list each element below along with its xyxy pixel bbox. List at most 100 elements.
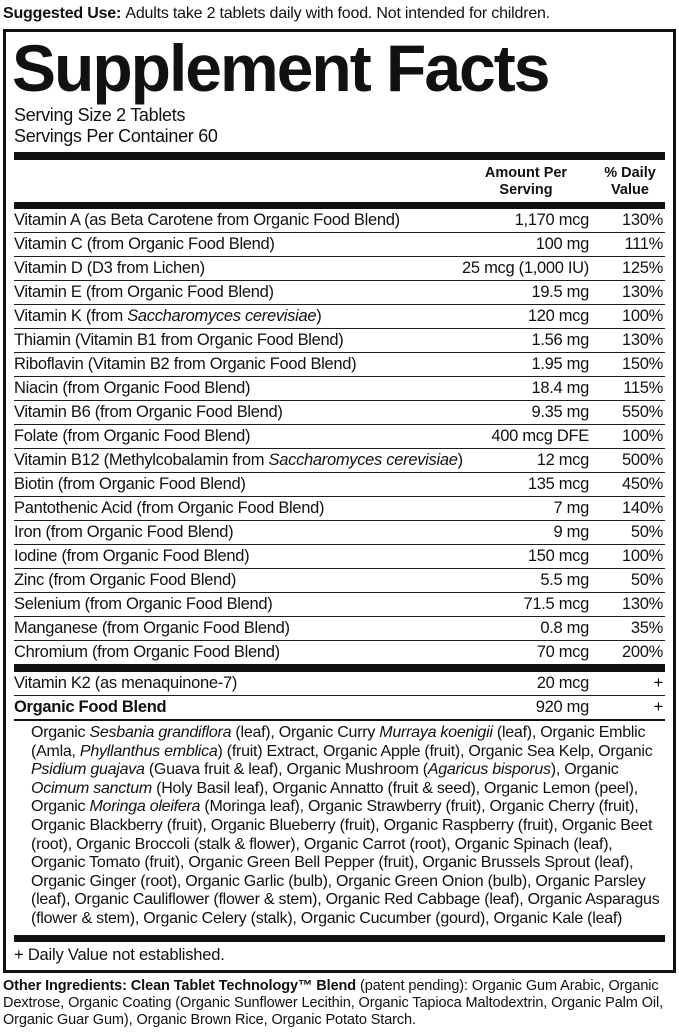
daily-value-footnote: + Daily Value not established. (14, 945, 225, 964)
panel-title: Supplement Facts (12, 31, 550, 105)
text-segment: Vitamin E (from Organic Food Blend) (14, 283, 274, 301)
nutrient-name: Folate (from Organic Food Blend) (14, 426, 665, 447)
nutrient-amount: 71.5 mcg (523, 595, 590, 613)
servings-per-container: Servings Per Container 60 (14, 126, 218, 146)
nutrient-amount: 70 mcg (536, 643, 590, 661)
text-segment: (Moringa leaf), Organic Strawberry (frui… (31, 798, 660, 927)
text-segment: (leaf), Organic Emblic (Amla, (31, 724, 646, 760)
nutrient-name: Organic Food Blend (14, 697, 665, 718)
nutrient-row: Niacin (from Organic Food Blend) 18.4 mg 1… (14, 376, 665, 400)
text-segment: Saccharomyces cerevisiae (268, 451, 458, 469)
text-segment: Psidium guajava (31, 761, 145, 779)
serving-size: Serving Size 2 Tablets (14, 105, 186, 125)
text-segment: Suggested Use: (3, 5, 126, 22)
nutrient-name: Chromium (from Organic Food Blend) (14, 642, 665, 663)
nutrient-row: Iron (from Organic Food Blend) 9 mg 50% (14, 520, 665, 544)
text-segment: ), Organic (550, 761, 619, 779)
nutrient-amount: 1.56 mg (531, 331, 589, 349)
nutrient-amount: 100 mg (535, 235, 590, 253)
text-segment: Saccharomyces cerevisiae (127, 307, 317, 325)
blend-ingredient-list: Organic Sesbania grandiflora (leaf), Org… (14, 719, 665, 935)
nutrient-row: Vitamin B12 (Methylcobalamin from Saccha… (14, 448, 665, 472)
text-segment: Phyllanthus emblica (79, 742, 218, 760)
nutrient-row: Thiamin (Vitamin B1 from Organic Food Bl… (14, 328, 665, 352)
nutrient-daily-value: 111% (624, 235, 663, 253)
nutrient-name: Pantothenic Acid (from Organic Food Blen… (14, 498, 665, 519)
nutrient-row: Vitamin K (from Saccharomyces cerevisiae… (14, 304, 665, 328)
nutrient-amount: 25 mcg (1,000 IU) (462, 259, 589, 277)
table-header-row: Amount Per Serving % Daily Value (14, 160, 665, 202)
nutrient-name: Vitamin D (D3 from Lichen) (14, 258, 665, 279)
text-segment: Niacin (from Organic Food Blend) (14, 379, 251, 397)
nutrient-amount: 20 mcg (536, 674, 590, 692)
nutrient-row: Folate (from Organic Food Blend) 400 mcg … (14, 424, 665, 448)
text-segment: Zinc (from Organic Food Blend) (14, 571, 237, 589)
text-segment: Organic Food Blend (14, 698, 167, 716)
text-segment: Moringa oleifera (89, 798, 201, 816)
nutrient-name: Vitamin E (from Organic Food Blend) (14, 282, 665, 303)
nutrient-daily-value: 125% (621, 259, 663, 277)
nutrient-row: Selenium (from Organic Food Blend) 71.5 m… (14, 592, 665, 616)
divider-bar (14, 152, 665, 160)
text-segment: Vitamin A (as Beta Carotene from Organic… (14, 211, 400, 229)
text-segment: Adults take 2 tablets daily with food. N… (125, 5, 550, 22)
nutrient-amount: 9 mg (553, 523, 590, 541)
other-ingredients-text: Other Ingredients: Clean Tablet Technolo… (0, 973, 679, 1033)
nutrient-amount: 150 mcg (527, 547, 589, 565)
nutrient-row: Vitamin B6 (from Organic Food Blend) 9.35… (14, 400, 665, 424)
text-segment: ) (316, 307, 322, 325)
nutrient-amount: 12 mcg (536, 451, 590, 469)
text-segment: Riboflavin (Vitamin B2 from Organic Food… (14, 355, 357, 373)
nutrient-amount: 0.8 mg (540, 619, 589, 637)
nutrient-row: Zinc (from Organic Food Blend) 5.5 mg 50% (14, 568, 665, 592)
text-segment: Other Ingredients: Clean Tablet Technolo… (3, 977, 357, 994)
text-segment: Vitamin K2 (as menaquinone-7) (14, 674, 238, 692)
nutrient-daily-value: 50% (630, 571, 663, 589)
nutrient-name: Zinc (from Organic Food Blend) (14, 570, 665, 591)
nutrient-amount: 18.4 mg (531, 379, 589, 397)
nutrient-daily-value: + (653, 674, 664, 692)
text-segment: (Holy Basil leaf), Organic Annatto (frui… (31, 779, 638, 816)
nutrient-row: Pantothenic Acid (from Organic Food Blen… (14, 496, 665, 520)
nutrient-row: Vitamin C (from Organic Food Blend) 100 m… (14, 232, 665, 256)
nutrient-daily-value: 100% (621, 427, 663, 445)
divider-bar (14, 934, 665, 942)
nutrient-daily-value: 130% (621, 331, 663, 349)
text-segment: Manganese (from Organic Food Blend) (14, 619, 290, 637)
nutrient-name: Niacin (from Organic Food Blend) (14, 378, 665, 399)
nutrient-daily-value: + (653, 698, 664, 716)
nutrient-amount: 920 mg (535, 698, 590, 716)
no-dv-nutrient-rows: Vitamin K2 (as menaquinone-7) 20 mcg + Orga… (14, 672, 665, 719)
column-header-daily-value: % Daily Value (604, 165, 656, 198)
nutrient-daily-value: 130% (621, 211, 663, 229)
text-segment: Vitamin B6 (from Organic Food Blend) (14, 403, 283, 421)
nutrient-daily-value: 130% (621, 283, 663, 301)
text-segment: Iron (from Organic Food Blend) (14, 523, 234, 541)
text-segment: Biotin (from Organic Food Blend) (14, 475, 246, 493)
nutrient-name: Vitamin B12 (Methylcobalamin from Saccha… (14, 450, 665, 471)
nutrient-row: Vitamin K2 (as menaquinone-7) 20 mcg + (14, 672, 665, 695)
nutrient-row: Vitamin A (as Beta Carotene from Organic… (14, 209, 665, 232)
text-segment: Vitamin K (from (14, 307, 128, 325)
nutrient-name: Riboflavin (Vitamin B2 from Organic Food… (14, 354, 665, 375)
nutrient-name: Iodine (from Organic Food Blend) (14, 546, 665, 567)
nutrient-name: Vitamin K (from Saccharomyces cerevisiae… (14, 306, 665, 327)
nutrient-daily-value: 50% (630, 523, 663, 541)
nutrient-daily-value: 500% (621, 451, 663, 469)
nutrient-row: Iodine (from Organic Food Blend) 150 mcg 1… (14, 544, 665, 568)
nutrient-row: Vitamin D (D3 from Lichen) 25 mcg (1,000 … (14, 256, 665, 280)
text-segment: ) (fruit) Extract, Organic Apple (fruit)… (217, 742, 653, 760)
text-segment: Organic (31, 724, 90, 741)
text-segment: Vitamin C (from Organic Food Blend) (14, 235, 275, 253)
nutrient-name: Thiamin (Vitamin B1 from Organic Food Bl… (14, 330, 665, 351)
nutrient-daily-value: 200% (621, 643, 663, 661)
nutrient-row: Vitamin E (from Organic Food Blend) 19.5 … (14, 280, 665, 304)
text-segment: Iodine (from Organic Food Blend) (14, 547, 250, 565)
nutrient-daily-value: 140% (621, 499, 663, 517)
divider-bar (14, 202, 665, 209)
nutrient-daily-value: 35% (630, 619, 663, 637)
nutrient-row: Organic Food Blend 920 mg + (14, 695, 665, 719)
text-segment: Ocimum sanctum (31, 779, 152, 797)
nutrient-daily-value: 550% (621, 403, 663, 421)
